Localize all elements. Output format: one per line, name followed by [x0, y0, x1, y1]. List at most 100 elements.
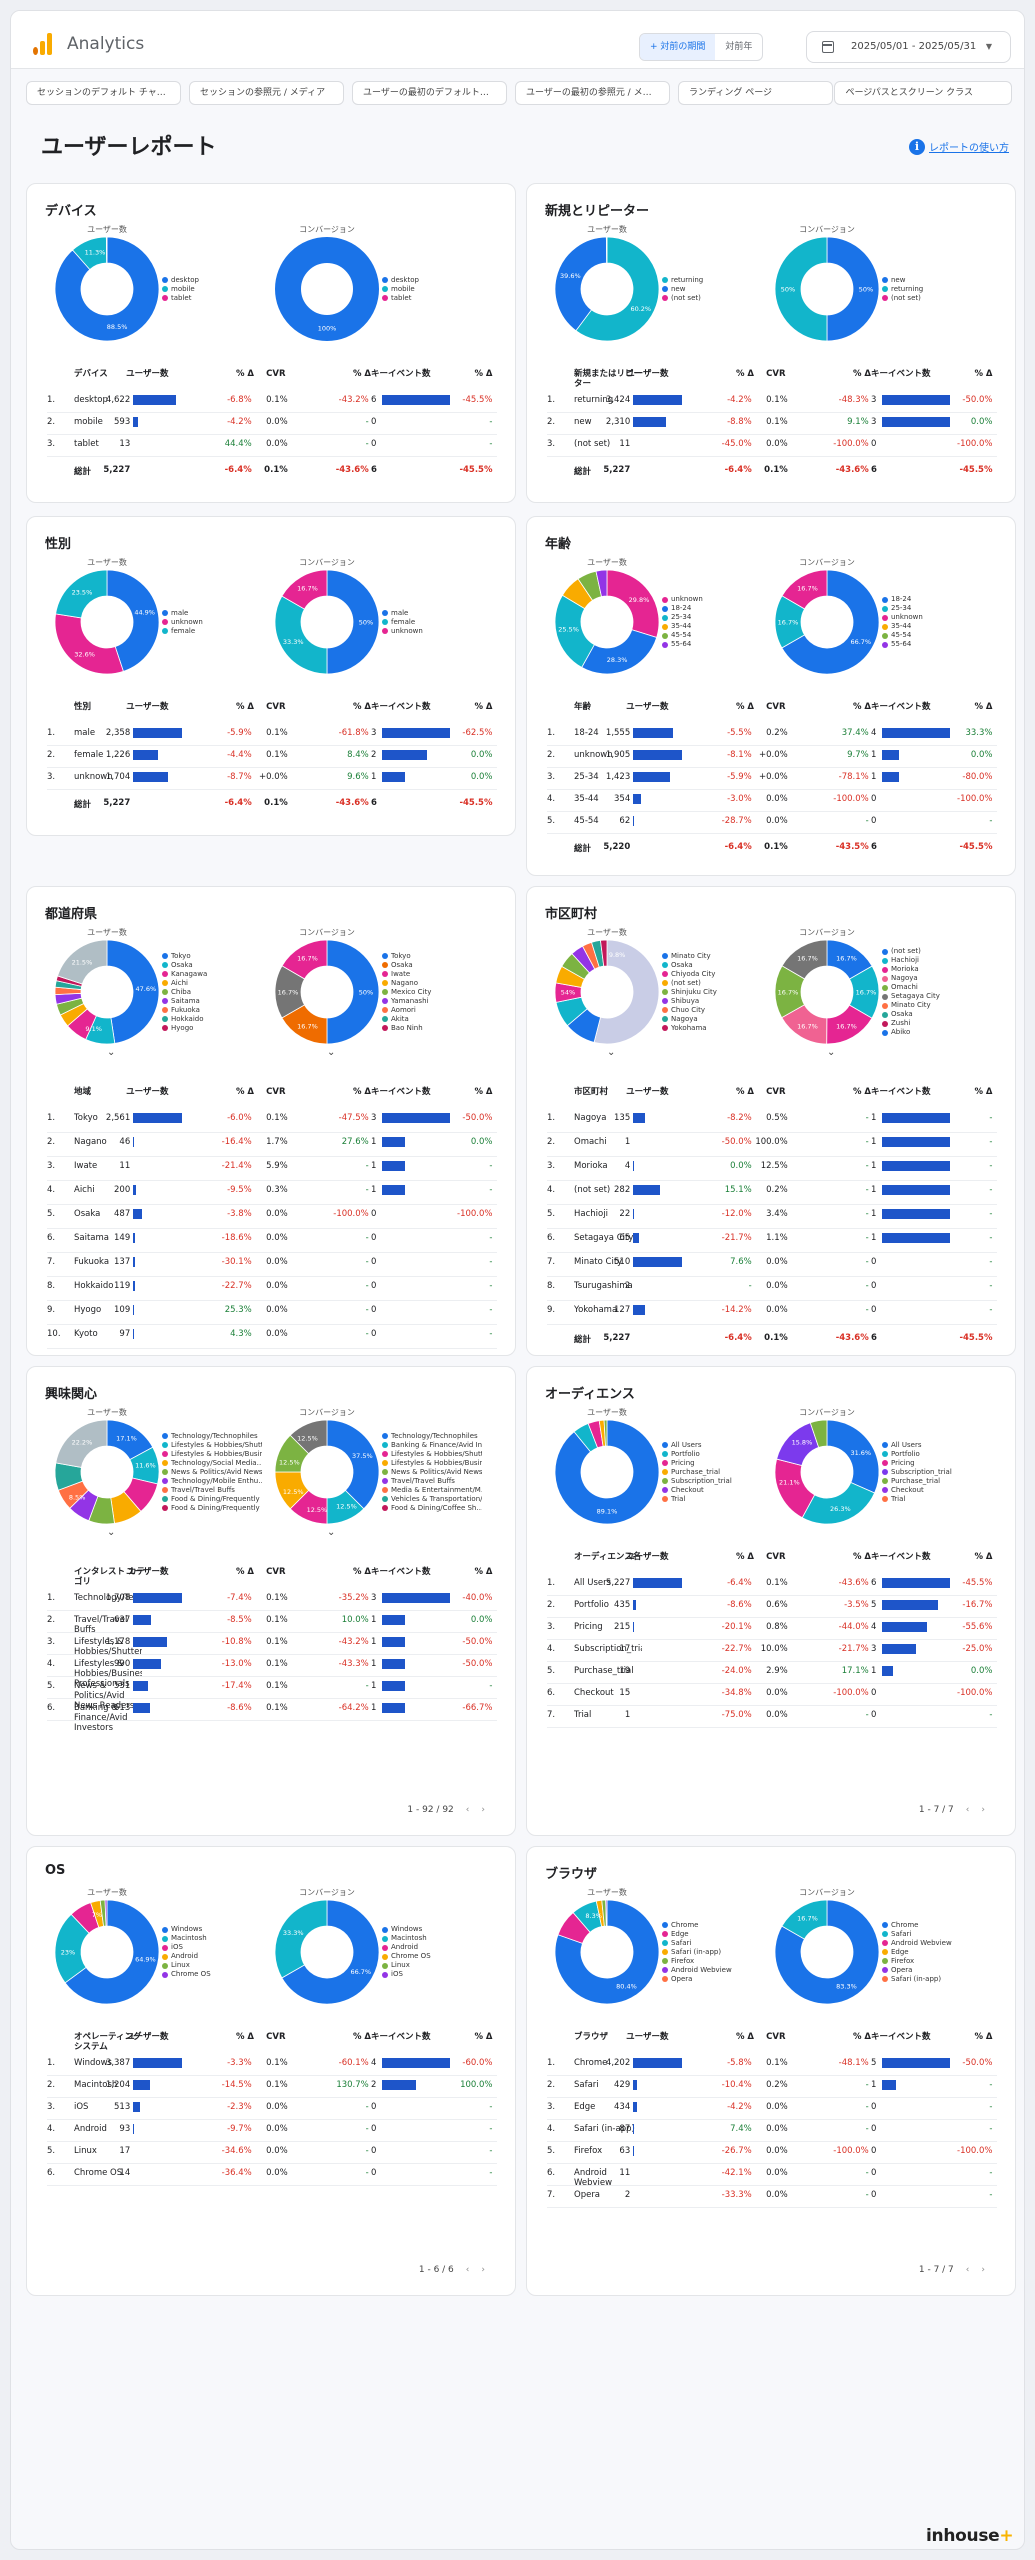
- legend-expand-chevron-icon[interactable]: ⌄: [107, 1527, 116, 1538]
- legend-expand-chevron-icon[interactable]: ⌄: [107, 1047, 116, 1058]
- column-header[interactable]: % Δ: [235, 2032, 254, 2042]
- column-header[interactable]: CVR: [766, 702, 786, 712]
- table-row[interactable]: 1. male 2,358 -5.9% 0.1% -61.8% 3 -62.5%: [47, 724, 497, 746]
- table-row[interactable]: 1. returning 3,424 -4.2% 0.1% -48.3% 3 -50.0%: [547, 391, 997, 413]
- next-page-icon[interactable]: ›: [481, 1805, 485, 1815]
- table-row[interactable]: 1. All Users 5,227 -6.4% 0.1% -43.6% 6 -45.5%: [547, 1574, 997, 1596]
- table-row[interactable]: 4. Safari (in-app) 87 7.4% 0.0% -0-: [547, 2120, 997, 2142]
- table-row[interactable]: 9. Yokohama 127 -14.2% 0.0% -0-: [547, 1301, 997, 1325]
- column-header[interactable]: キーイベント数: [371, 1087, 431, 1097]
- filter-dropdown[interactable]: ユーザーの最初の参照元 / メ…: [515, 81, 670, 105]
- column-header[interactable]: % Δ: [235, 369, 254, 379]
- table-row[interactable]: 1. Technology/Technophiles1,708 -7.4% 0.1% -…: [47, 1589, 497, 1611]
- table-row[interactable]: 3. (not set) 11 -45.0% 0.0% -100.0% 0 -100.0%: [547, 435, 997, 457]
- column-header[interactable]: ユーザー数: [126, 2032, 169, 2042]
- table-row[interactable]: 4. (not set) 282 15.1% 0.2% -1-: [547, 1181, 997, 1205]
- column-header[interactable]: CVR: [266, 369, 286, 379]
- filter-dropdown[interactable]: ランディング ページ: [678, 81, 833, 105]
- legend-expand-chevron-icon[interactable]: ⌄: [607, 1047, 616, 1058]
- column-header[interactable]: 性別: [74, 702, 92, 712]
- table-row[interactable]: 5. Linux 17 -34.6% 0.0% -0-: [47, 2142, 497, 2164]
- column-header[interactable]: % Δ: [974, 702, 993, 712]
- column-header[interactable]: % Δ: [974, 2032, 993, 2042]
- table-row[interactable]: 5. Osaka 487 -3.8% 0.0% -100.0% 0 -100.0%: [47, 1205, 497, 1229]
- table-row[interactable]: 3. Iwate 11 -21.4% 5.9% -1-: [47, 1157, 497, 1181]
- column-header[interactable]: % Δ: [352, 1567, 371, 1577]
- table-row[interactable]: 2. Macintosh 1,204 -14.5% 0.1% 130.7% 2 100.0%: [47, 2076, 497, 2098]
- column-header[interactable]: ユーザー数: [126, 1567, 169, 1577]
- table-row[interactable]: 6. Android Webview 11 -42.1% 0.0% -0-: [547, 2164, 997, 2188]
- column-header[interactable]: % Δ: [852, 1552, 871, 1562]
- table-row[interactable]: 3. iOS 513 -2.3% 0.0% -0-: [47, 2098, 497, 2120]
- column-header[interactable]: % Δ: [974, 1552, 993, 1562]
- table-row[interactable]: 4. Aichi 200 -9.5% 0.3% -1-: [47, 1181, 497, 1205]
- column-header[interactable]: % Δ: [735, 2032, 754, 2042]
- table-row[interactable]: 3. Morioka 4 0.0% 12.5% -1-: [547, 1157, 997, 1181]
- table-row[interactable]: 8. Hokkaido 119 -22.7% 0.0% -0-: [47, 1277, 497, 1301]
- column-header[interactable]: ユーザー数: [626, 369, 669, 379]
- column-header[interactable]: 地域: [74, 1087, 92, 1097]
- column-header[interactable]: % Δ: [474, 369, 493, 379]
- compare-previous-period[interactable]: + 対前の期間: [640, 34, 716, 60]
- column-header[interactable]: % Δ: [352, 1087, 371, 1097]
- column-header[interactable]: % Δ: [974, 1087, 993, 1097]
- table-row[interactable]: 6. Setagaya City 65 -21.7% 1.1% -1-: [547, 1229, 997, 1253]
- table-row[interactable]: 3. Pricing 215 -20.1% 0.8% -44.0% 4 -55.6%: [547, 1618, 997, 1640]
- column-header[interactable]: キーイベント数: [871, 1087, 931, 1097]
- column-header[interactable]: ユーザー数: [126, 1087, 169, 1097]
- legend-expand-chevron-icon[interactable]: ⌄: [827, 1047, 836, 1058]
- table-row[interactable]: 1. Windows 3,387 -3.3% 0.1% -60.1% 4 -60.0%: [47, 2054, 497, 2076]
- column-header[interactable]: CVR: [766, 1087, 786, 1097]
- column-header[interactable]: オペレーティング システム: [74, 2032, 142, 2052]
- column-header[interactable]: % Δ: [474, 702, 493, 712]
- table-row[interactable]: 2. Travel/Travel Buffs 637 -8.5% 0.1% 10.0% 1 0…: [47, 1611, 497, 1635]
- column-header[interactable]: キーイベント数: [371, 2032, 431, 2042]
- table-row[interactable]: 3. unknown 1,704 -8.7% +0.0% 9.6% 1 0.0%: [47, 768, 497, 790]
- filter-dropdown[interactable]: ページパスとスクリーン クラス: [834, 81, 1013, 105]
- table-row[interactable]: 7. Minato City 510 7.6% 0.0% -0-: [547, 1253, 997, 1277]
- table-row[interactable]: 6. Checkout 15 -34.8% 0.0% -100.0% 0 -100.0%: [547, 1684, 997, 1706]
- table-row[interactable]: 5. 45-54 62 -28.7% 0.0% -0-: [547, 812, 997, 834]
- table-row[interactable]: 1. desktop 4,622 -6.8% 0.1% -43.2% 6 -45.5%: [47, 391, 497, 413]
- column-header[interactable]: CVR: [766, 2032, 786, 2042]
- prev-page-icon[interactable]: ‹: [965, 1805, 970, 1815]
- column-header[interactable]: % Δ: [235, 1567, 254, 1577]
- table-row[interactable]: 5. News & Politics/Avid News Readers 531 -1…: [47, 1677, 497, 1711]
- table-row[interactable]: 7. Opera 2 -33.3% 0.0% -0-: [547, 2186, 997, 2208]
- filter-dropdown[interactable]: ユーザーの最初のデフォルト…: [352, 81, 507, 105]
- column-header[interactable]: % Δ: [852, 702, 871, 712]
- column-header[interactable]: キーイベント数: [371, 1567, 431, 1577]
- compare-toggle[interactable]: + 対前の期間 対前年: [639, 33, 764, 61]
- column-header[interactable]: キーイベント数: [871, 1552, 931, 1562]
- table-row[interactable]: 2. Safari 429 -10.4% 0.2% -1-: [547, 2076, 997, 2098]
- column-header[interactable]: % Δ: [352, 702, 371, 712]
- table-row[interactable]: 2. female 1,226 -4.4% 0.1% 8.4% 2 0.0%: [47, 746, 497, 768]
- column-header[interactable]: % Δ: [235, 702, 254, 712]
- column-header[interactable]: % Δ: [474, 1087, 493, 1097]
- column-header[interactable]: % Δ: [735, 1552, 754, 1562]
- column-header[interactable]: % Δ: [235, 1087, 254, 1097]
- table-row[interactable]: 5. Hachioji 22 -12.0% 3.4% -1-: [547, 1205, 997, 1229]
- table-row[interactable]: 3. tablet 13 44.4% 0.0% -0-: [47, 435, 497, 457]
- table-row[interactable]: 3. 25-34 1,423 -5.9% +0.0% -78.1% 1 -80.0%: [547, 768, 997, 790]
- column-header[interactable]: % Δ: [852, 1087, 871, 1097]
- column-header[interactable]: 新規またはリピーター: [574, 369, 643, 389]
- column-header[interactable]: % Δ: [852, 369, 871, 379]
- next-page-icon[interactable]: ›: [481, 2265, 485, 2275]
- date-range-picker[interactable]: 2025/05/01 - 2025/05/31 ▼: [806, 31, 1011, 63]
- info-icon[interactable]: i: [909, 139, 925, 155]
- table-row[interactable]: 2. unknown 1,905 -8.1% +0.0% 9.7% 1 0.0%: [547, 746, 997, 768]
- compare-previous-year[interactable]: 対前年: [725, 42, 753, 52]
- table-row[interactable]: 2. new 2,310 -8.8% 0.1% 9.1% 3 0.0%: [547, 413, 997, 435]
- filter-dropdown[interactable]: セッションのデフォルト チャ…: [26, 81, 181, 105]
- column-header[interactable]: ユーザー数: [126, 702, 169, 712]
- table-row[interactable]: 5. Purchase_trial 19 -24.0% 2.9% 17.1% 1 0.0%: [547, 1662, 997, 1684]
- table-row[interactable]: 8. Tsurugashima 2-0.0% -0-: [547, 1277, 997, 1301]
- column-header[interactable]: キーイベント数: [871, 2032, 931, 2042]
- table-row[interactable]: 7. Trial 1 -75.0% 0.0% -0-: [547, 1706, 997, 1728]
- column-header[interactable]: キーイベント数: [871, 369, 931, 379]
- table-row[interactable]: 1. 18-24 1,555 -5.5% 0.2% 37.4% 4 33.3%: [547, 724, 997, 746]
- column-header[interactable]: ユーザー数: [626, 2032, 669, 2042]
- column-header[interactable]: CVR: [266, 2032, 286, 2042]
- column-header[interactable]: 年齢: [574, 702, 592, 712]
